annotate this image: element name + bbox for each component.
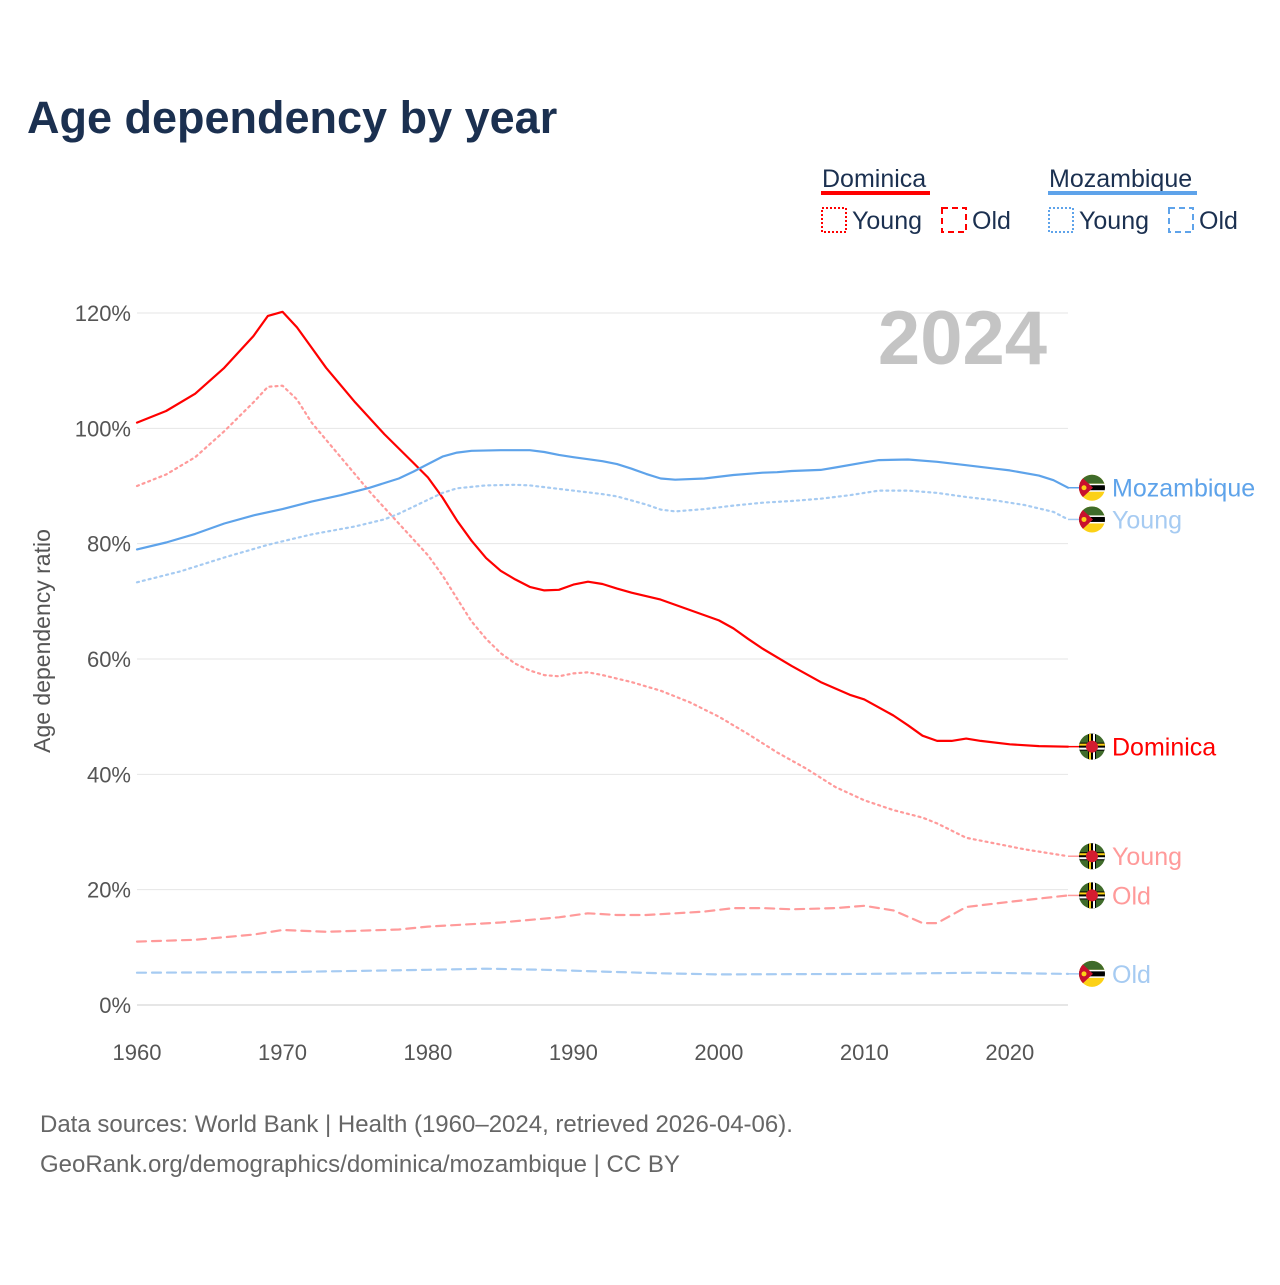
end-label: Old [1112, 882, 1151, 910]
end-labels: Dominica Young Old Mozambique Young Old [1068, 474, 1255, 989]
series-line-dominica-young [135, 384, 1070, 858]
x-tick-label: 1960 [113, 1040, 162, 1065]
legend-mozambique-young-swatch [1048, 207, 1074, 233]
legend-group-mozambique[interactable]: Mozambique Young Old [1048, 165, 1238, 235]
dominica-flag-icon [1078, 842, 1106, 870]
y-axis-ticks: 0% 20% 40% 60% 80% 100% 120% [75, 301, 131, 1018]
y-tick-label: 60% [87, 647, 131, 672]
footer-link[interactable]: GeoRank.org/demographics/dominica/mozamb… [40, 1151, 680, 1178]
x-axis-ticks: 1960 1970 1980 1990 2000 2010 2020 [113, 1040, 1035, 1065]
dominica-flag-icon [1078, 881, 1106, 909]
y-tick-label: 0% [99, 993, 131, 1018]
y-axis-label: Age dependency ratio [29, 529, 55, 753]
end-label: Young [1112, 506, 1182, 534]
legend-dominica-line [821, 191, 930, 195]
series-line-mozambique-young [135, 483, 1070, 584]
end-label: Dominica [1112, 734, 1216, 762]
x-tick-label: 2020 [985, 1040, 1034, 1065]
mozambique-flag-icon [1078, 960, 1106, 988]
series-line-dominica-old [135, 894, 1070, 943]
legend-dominica-young-swatch [821, 207, 847, 233]
series-lines [135, 310, 1070, 976]
series-line-mozambique-old [135, 967, 1070, 976]
end-label: Old [1112, 961, 1151, 989]
legend-dominica-label: Dominica [822, 165, 926, 193]
y-tick-label: 20% [87, 878, 131, 903]
legend-dominica-old-swatch [941, 207, 967, 233]
legend-mozambique-old-label: Old [1199, 207, 1238, 235]
legend-mozambique-line [1048, 191, 1197, 195]
mozambique-flag-icon [1078, 505, 1106, 533]
series-line-dominica [135, 310, 1070, 748]
x-tick-label: 1970 [258, 1040, 307, 1065]
y-tick-label: 40% [87, 762, 131, 787]
footer-sources: Data sources: World Bank | Health (1960–… [40, 1111, 793, 1138]
mozambique-flag-icon [1078, 474, 1106, 502]
legend-mozambique-label: Mozambique [1049, 165, 1192, 193]
gridlines [137, 312, 1068, 1006]
chart-title: Age dependency by year [27, 92, 557, 143]
x-tick-label: 2010 [840, 1040, 889, 1065]
legend-mozambique-young-label: Young [1079, 207, 1149, 235]
end-label: Mozambique [1112, 475, 1255, 503]
legend-dominica-old-label: Old [972, 207, 1011, 235]
x-tick-label: 1990 [549, 1040, 598, 1065]
y-tick-label: 120% [75, 301, 131, 326]
legend-mozambique-old-swatch [1168, 207, 1194, 233]
legend-group-dominica[interactable]: Dominica Young Old [821, 165, 1011, 235]
legend-dominica-young-label: Young [852, 207, 922, 235]
x-tick-label: 2000 [694, 1040, 743, 1065]
x-tick-label: 1980 [403, 1040, 452, 1065]
y-tick-label: 80% [87, 532, 131, 557]
current-year-label: 2024 [878, 296, 1047, 381]
legend: Dominica Young Old Mozambique Young Old [821, 165, 1238, 235]
end-label: Young [1112, 843, 1182, 871]
y-tick-label: 100% [75, 416, 131, 441]
series-line-mozambique [135, 449, 1070, 551]
dominica-flag-icon [1078, 733, 1106, 761]
